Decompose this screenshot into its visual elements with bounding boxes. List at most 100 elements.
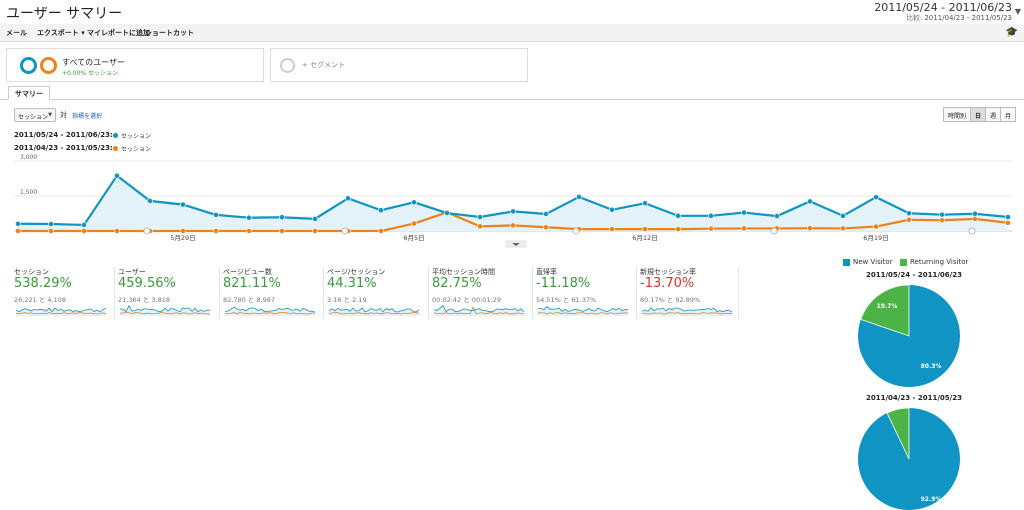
metric-card[interactable]: ページ/セッション 44.31% 3.16 と 2.19 bbox=[327, 267, 427, 319]
data-point-series-1 bbox=[213, 228, 219, 234]
metric-change-value: 82.75% bbox=[432, 276, 482, 291]
data-point-series-0 bbox=[411, 199, 417, 206]
graduation-cap-icon[interactable]: 🎓 bbox=[1005, 27, 1018, 38]
metric-sparkline bbox=[224, 306, 316, 316]
metric-comparison: 21,364 と 3,818 bbox=[118, 296, 170, 304]
metric-sparkline bbox=[537, 306, 629, 316]
data-point-series-0 bbox=[48, 221, 54, 227]
metric-card[interactable]: 平均セッション時間 82.75% 00:02:42 と 00:01:29 bbox=[432, 267, 532, 319]
date-range-dropdown-icon[interactable]: ▼ bbox=[1014, 7, 1021, 16]
metric-label: ページ/セッション bbox=[327, 268, 386, 276]
data-point-series-0 bbox=[576, 194, 582, 200]
data-point-series-1 bbox=[708, 225, 714, 232]
metric-card[interactable]: 直帰率 -11.18% 54.51% と 61.37% bbox=[536, 267, 636, 319]
data-point-series-1 bbox=[246, 228, 252, 234]
metric-change-value: 459.56% bbox=[118, 276, 176, 291]
sparkline-current bbox=[224, 306, 316, 313]
pie-chart-compare[interactable]: 92.9% bbox=[848, 403, 968, 510]
data-point-series-0 bbox=[873, 194, 879, 201]
data-point-series-0 bbox=[972, 210, 978, 217]
title-bar: ユーザー サマリー 2011/05/24 - 2011/06/23 比較: 201… bbox=[0, 0, 1024, 24]
metric-change-value: 44.31% bbox=[327, 276, 377, 291]
data-point-series-0 bbox=[1005, 214, 1011, 220]
data-point-series-0 bbox=[114, 172, 120, 179]
export-button[interactable]: エクスポート ▾ bbox=[37, 29, 85, 37]
metric-comparison: 82,780 と 8,987 bbox=[223, 296, 275, 304]
data-point-series-1 bbox=[180, 228, 186, 234]
data-point-series-1 bbox=[609, 226, 615, 233]
choose-metric-link[interactable]: 指標を選択 bbox=[72, 113, 103, 120]
metric-label: 新規セッション率 bbox=[640, 268, 696, 276]
data-point-series-1 bbox=[312, 228, 318, 234]
data-point-series-0 bbox=[15, 220, 21, 227]
metric-change-value: 821.11% bbox=[223, 276, 281, 291]
data-point-series-1 bbox=[48, 228, 54, 234]
metric-divider bbox=[428, 267, 429, 319]
date-range-picker[interactable]: 2011/05/24 - 2011/06/23 bbox=[874, 1, 1012, 14]
chevron-down-icon: ▼ bbox=[48, 112, 52, 118]
data-point-series-1 bbox=[378, 228, 384, 234]
metric-card[interactable]: 新規セッション率 -13.70% 80.17% と 92.89% bbox=[640, 267, 740, 319]
annotation-marker-icon bbox=[143, 227, 151, 235]
data-point-series-0 bbox=[213, 212, 219, 218]
segment-sessions-change: +0.00% セッション bbox=[62, 70, 118, 77]
sparkline-area bbox=[642, 307, 732, 316]
metric-comparison: 54.51% と 61.37% bbox=[536, 296, 597, 304]
granularity-hourly-button[interactable]: 時間別 bbox=[942, 107, 971, 122]
add-to-dashboard-button[interactable]: マイレポートに追加 bbox=[87, 29, 150, 37]
metric-card[interactable]: ユーザー 459.56% 21,364 と 3,818 bbox=[118, 267, 218, 319]
metric-card[interactable]: セッション 538.29% 26,221 と 4,108 bbox=[14, 267, 114, 319]
data-point-series-0 bbox=[180, 201, 186, 208]
metric-sparkline bbox=[15, 307, 107, 316]
data-point-series-0 bbox=[906, 210, 912, 217]
add-segment-box[interactable]: + セグメント bbox=[270, 48, 528, 82]
sparkline-compare bbox=[433, 306, 525, 315]
y-tick-label: 3,000 bbox=[20, 154, 37, 161]
sparkline-current bbox=[119, 305, 211, 313]
sessions-line-chart[interactable]: 3,000 1,500 5月29日 6月5日 6月12日 6月19日 bbox=[0, 150, 1024, 250]
y-tick-label: 1,500 bbox=[20, 189, 37, 196]
legend-current-metric: セッション bbox=[121, 133, 152, 140]
pie-chart-current[interactable]: 19.7% 80.3% bbox=[848, 280, 968, 390]
data-point-series-1 bbox=[939, 217, 945, 224]
sparkline-compare bbox=[641, 312, 733, 315]
segment-all-users[interactable]: すべてのユーザー +0.00% セッション bbox=[6, 48, 264, 82]
report-tabs: サマリー bbox=[0, 86, 1024, 100]
metric-divider bbox=[636, 267, 637, 319]
shortcut-button[interactable]: ショートカット bbox=[145, 29, 194, 37]
granularity-toggle: 時間別 日 週 月 bbox=[942, 107, 1016, 122]
data-point-series-1 bbox=[675, 226, 681, 233]
granularity-week-button[interactable]: 週 bbox=[984, 107, 1001, 122]
x-tick-label: 6月19日 bbox=[863, 234, 888, 242]
data-point-series-0 bbox=[444, 210, 450, 216]
tab-summary[interactable]: サマリー bbox=[8, 86, 50, 100]
data-point-series-1 bbox=[411, 220, 417, 227]
email-button[interactable]: メール bbox=[6, 29, 27, 37]
metric-divider bbox=[114, 267, 115, 319]
metric-comparison: 80.17% と 92.89% bbox=[640, 296, 701, 304]
data-point-series-0 bbox=[312, 215, 318, 222]
sparkline-area bbox=[225, 307, 315, 316]
sessions-area bbox=[18, 175, 1008, 231]
data-point-series-0 bbox=[246, 214, 252, 221]
metric-card[interactable]: ページビュー数 821.11% 82,780 と 8,987 bbox=[223, 267, 323, 319]
data-point-series-0 bbox=[345, 195, 351, 202]
data-point-series-1 bbox=[477, 223, 483, 230]
data-point-series-1 bbox=[906, 216, 912, 223]
versus-label: 対 bbox=[60, 111, 67, 119]
compare-range-value: 2011/04/23 - 2011/05/23 bbox=[924, 14, 1012, 22]
annotation-marker-icon bbox=[770, 227, 778, 235]
annotation-marker-icon bbox=[968, 227, 976, 235]
data-point-series-1 bbox=[114, 228, 120, 234]
compare-range[interactable]: 比較: 2011/04/23 - 2011/05/23 bbox=[906, 13, 1012, 23]
granularity-month-button[interactable]: 月 bbox=[999, 107, 1016, 122]
pie-label-returning: 19.7% bbox=[877, 303, 898, 310]
pie-label-new: 92.9% bbox=[921, 496, 942, 503]
metric-dropdown[interactable]: セッション ▼ bbox=[14, 108, 56, 122]
data-point-series-0 bbox=[774, 213, 780, 219]
data-point-series-0 bbox=[279, 214, 285, 221]
data-point-series-1 bbox=[807, 225, 813, 232]
chevron-down-icon bbox=[512, 243, 520, 246]
granularity-day-button[interactable]: 日 bbox=[969, 107, 986, 122]
metric-comparison: 3.16 と 2.19 bbox=[327, 296, 367, 304]
